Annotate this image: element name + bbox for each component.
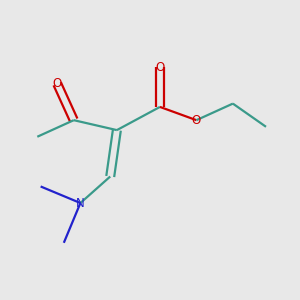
Text: O: O: [52, 77, 62, 90]
Text: O: O: [192, 114, 201, 127]
Text: O: O: [155, 61, 165, 74]
Text: N: N: [76, 196, 85, 209]
